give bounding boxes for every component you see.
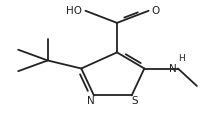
- Text: N: N: [169, 64, 177, 73]
- Text: O: O: [152, 6, 160, 16]
- Text: HO: HO: [66, 6, 82, 16]
- Text: S: S: [132, 96, 138, 106]
- Text: N: N: [87, 96, 95, 106]
- Text: H: H: [178, 54, 185, 63]
